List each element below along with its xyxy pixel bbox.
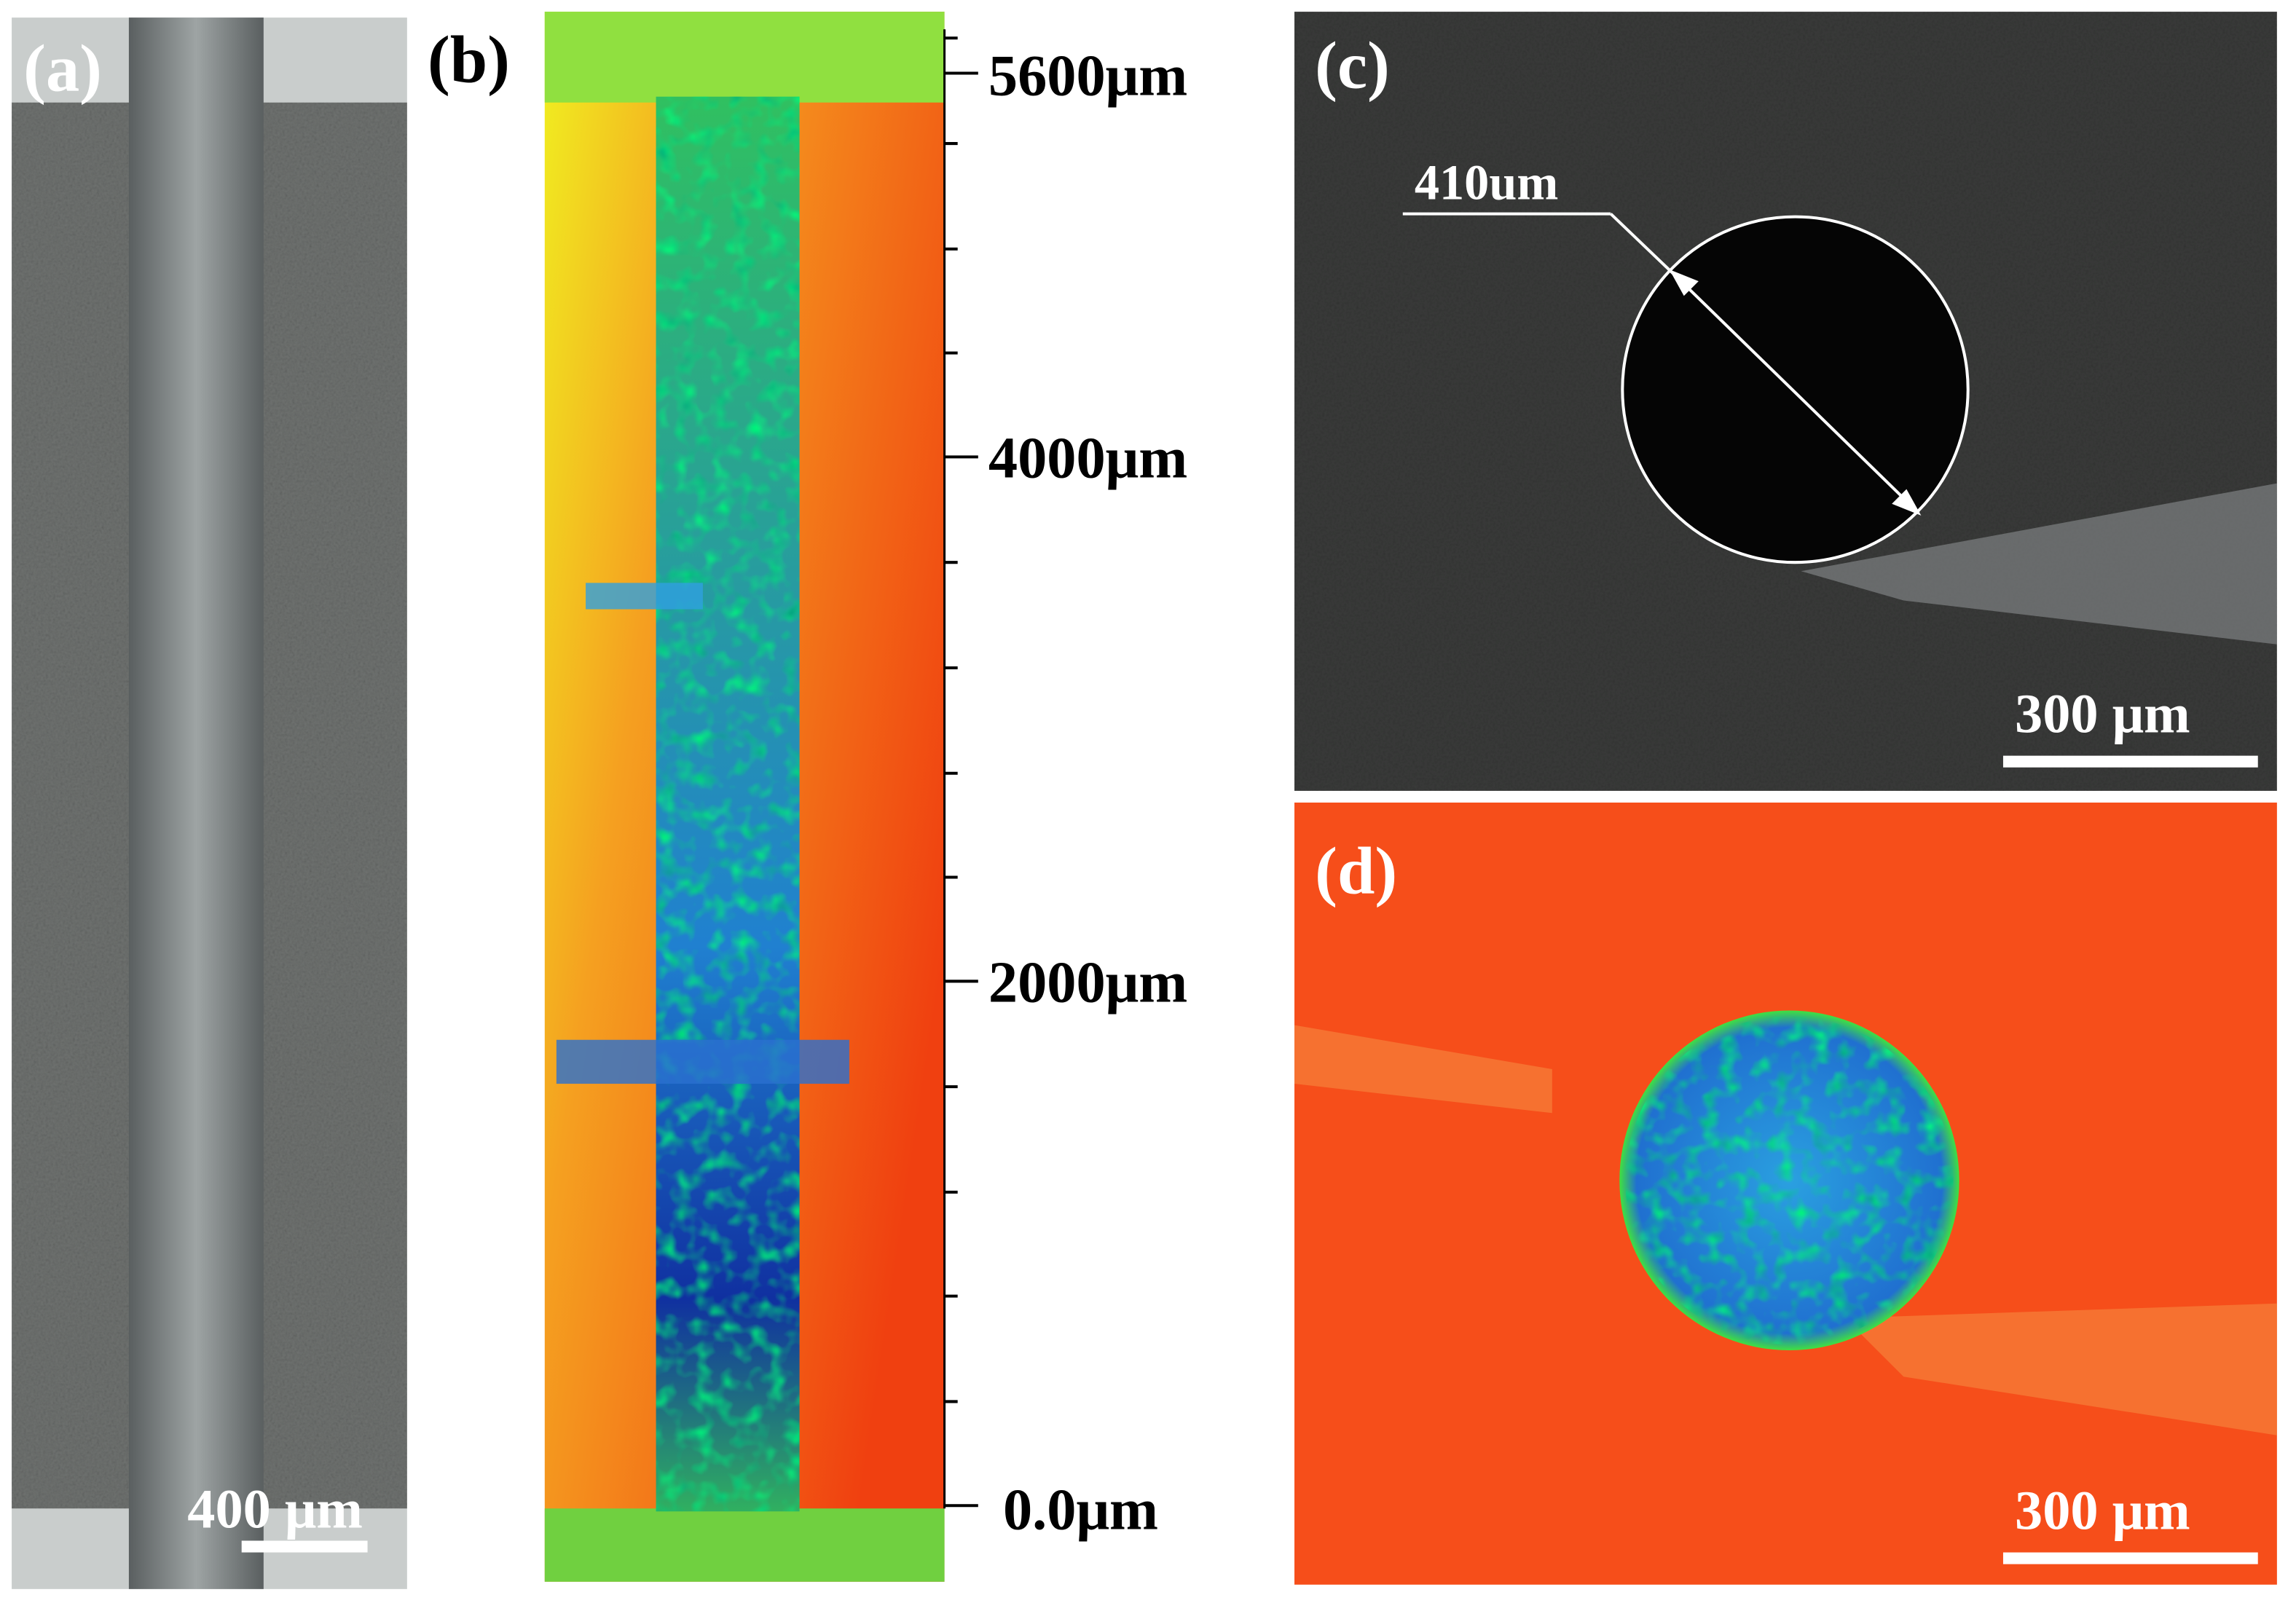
panel-b: (b) 5600μm 4000μm 2000μm 0.0μm — [428, 12, 1187, 1582]
leader-line — [1609, 213, 1680, 280]
scale-bar — [2002, 755, 2258, 768]
branch — [586, 583, 703, 610]
panel-label: (b) — [428, 23, 510, 98]
scale-bar-label: 300 μm — [2015, 1479, 2190, 1541]
panel-c: 410um (c) 300 μm — [1294, 12, 2277, 791]
minor-ticks — [944, 36, 978, 1508]
hole-texture — [656, 96, 800, 1512]
axis-label: 4000μm — [988, 426, 1187, 491]
axis-label: 2000μm — [988, 950, 1187, 1015]
channel — [128, 17, 264, 1589]
fiber-streak — [1844, 1303, 2277, 1435]
hole-texture — [1625, 1016, 1954, 1345]
arrow-head — [1892, 489, 1922, 516]
scale-bar-label: 300 μm — [2015, 682, 2190, 744]
panel-label: (d) — [1315, 835, 1397, 909]
axis-label: 0.0μm — [1003, 1477, 1158, 1542]
fiber-streak — [1294, 1025, 1552, 1114]
annotation: 410um — [1415, 154, 1558, 210]
scale-bar — [241, 1540, 368, 1553]
panel-label: (c) — [1315, 29, 1390, 103]
fiber-streak — [1801, 483, 2277, 645]
top-band — [544, 12, 945, 103]
branch — [556, 1039, 849, 1084]
scale-bar — [2002, 1552, 2258, 1564]
bottom-band — [544, 1508, 945, 1582]
scale-bar-label: 400 μm — [187, 1478, 363, 1540]
panel-label: (a) — [23, 32, 102, 106]
panel-d: (d) 300 μm — [1294, 802, 2277, 1585]
panel-a: (a) 400 μm — [12, 17, 407, 1589]
axis-label: 5600μm — [988, 44, 1187, 109]
diameter-line — [1677, 277, 1914, 508]
